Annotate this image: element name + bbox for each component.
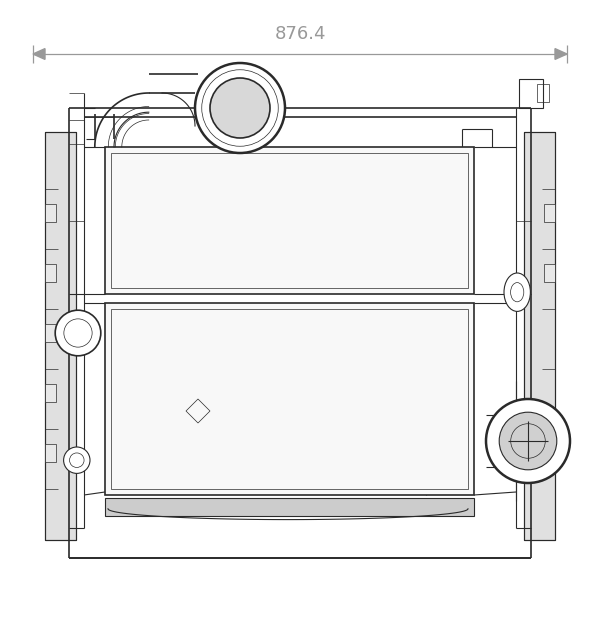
Circle shape	[55, 310, 101, 356]
Circle shape	[210, 78, 270, 138]
Circle shape	[64, 447, 90, 473]
Bar	[45, 384, 56, 402]
Bar	[45, 324, 56, 342]
Bar	[45, 444, 56, 462]
Bar	[519, 79, 543, 108]
Bar	[105, 147, 474, 294]
Text: 876.4: 876.4	[274, 25, 326, 43]
Bar	[111, 309, 468, 489]
Bar	[45, 264, 56, 282]
Bar	[537, 84, 549, 102]
Bar	[544, 264, 555, 282]
Bar	[105, 498, 474, 516]
Bar	[105, 303, 474, 495]
Ellipse shape	[504, 273, 530, 311]
Circle shape	[486, 399, 570, 483]
Bar	[45, 132, 76, 540]
Bar	[45, 204, 56, 222]
Bar	[45, 132, 76, 540]
Bar	[524, 132, 555, 540]
Circle shape	[195, 63, 285, 153]
Polygon shape	[33, 49, 45, 60]
Circle shape	[499, 412, 557, 470]
Bar	[111, 153, 468, 288]
Polygon shape	[555, 49, 567, 60]
Bar	[544, 204, 555, 222]
Bar	[524, 132, 555, 540]
